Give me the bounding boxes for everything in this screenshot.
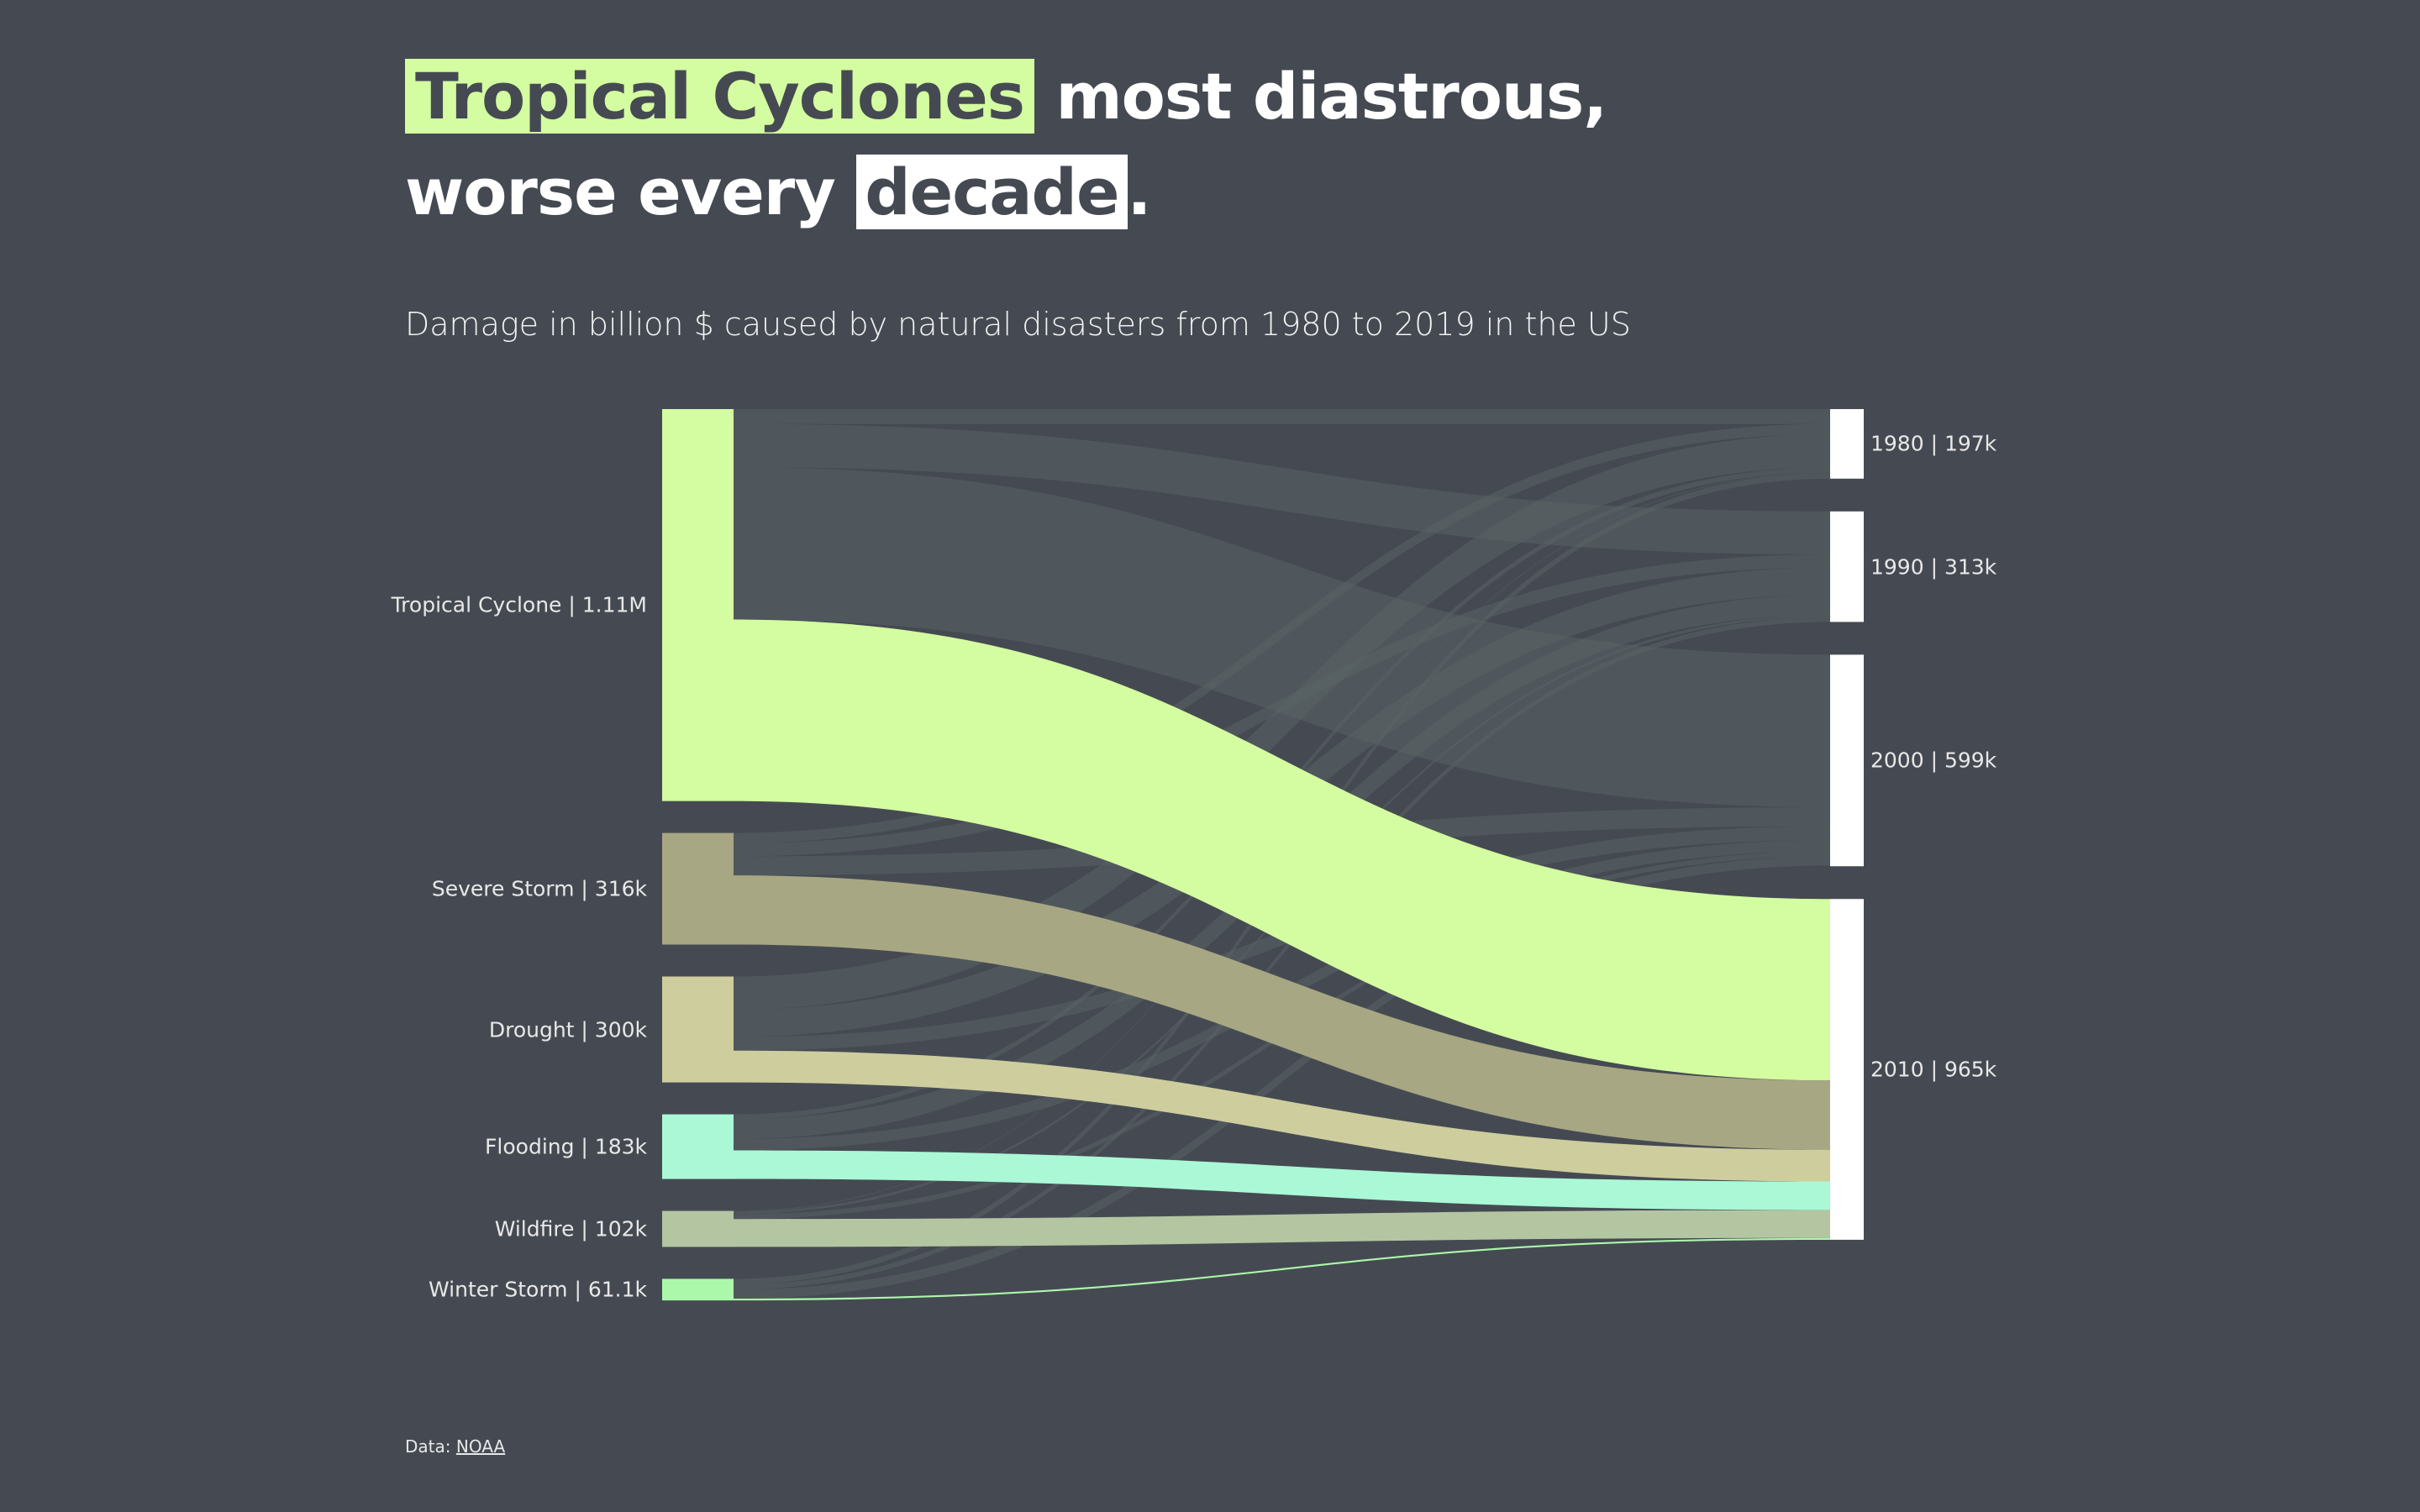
- chart-subtitle: Damage in billion $ caused by natural di…: [405, 306, 1631, 343]
- headline: Tropical Cyclones most diastrous, worse …: [405, 49, 1607, 240]
- link-flooding-to-2010: [734, 1150, 1830, 1210]
- label-decade-1990: 1990 | 313k: [1870, 554, 1997, 580]
- headline-text-worse-every: worse every: [405, 155, 857, 229]
- label-drought: Drought | 300k: [488, 1017, 647, 1042]
- node-decade-1980: [1830, 409, 1864, 479]
- node-drought: [662, 976, 734, 1083]
- node-severe-storm: [662, 832, 734, 945]
- link-severe-storm-to-1980: [734, 423, 1830, 843]
- label-tropical-cyclone: Tropical Cyclone | 1.11M: [391, 592, 647, 617]
- link-winter-storm-to-2010: [734, 1237, 1830, 1301]
- link-tropical-cyclone-to-1980: [734, 409, 1830, 424]
- link-drought-to-1980: [734, 433, 1830, 1011]
- link-winter-storm-to-2000: [734, 856, 1830, 1299]
- label-decade-2000: 2000 | 599k: [1870, 748, 1997, 773]
- node-tropical-cyclone: [662, 409, 734, 801]
- label-decade-2010: 2010 | 965k: [1870, 1057, 1997, 1082]
- data-source: Data: NOAA: [405, 1436, 505, 1457]
- label-wildfire: Wildfire | 102k: [494, 1216, 647, 1242]
- headline-highlight-tropical-cyclones: Tropical Cyclones: [405, 59, 1035, 134]
- node-decade-1990: [1830, 511, 1864, 622]
- headline-period: .: [1127, 155, 1152, 229]
- source-link-noaa[interactable]: NOAA: [455, 1436, 506, 1457]
- link-tropical-cyclone-to-2010: [734, 619, 1830, 1081]
- source-prefix: Data:: [405, 1436, 456, 1457]
- label-flooding: Flooding | 183k: [485, 1134, 647, 1159]
- link-wildfire-to-2010: [734, 1210, 1830, 1247]
- headline-highlight-decade: decade: [856, 155, 1128, 229]
- node-wildfire: [662, 1210, 734, 1247]
- headline-text-most-disastrous: most diastrous,: [1034, 59, 1607, 134]
- node-decade-2000: [1830, 654, 1864, 867]
- link-winter-storm-to-1990: [734, 617, 1830, 1290]
- headline-line-1: Tropical Cyclones most diastrous,: [405, 49, 1607, 144]
- highlighted-links-group: [734, 619, 1830, 1301]
- label-decade-1980: 1980 | 197k: [1870, 431, 1997, 456]
- node-decade-2010: [1830, 899, 1864, 1240]
- headline-line-2: worse every decade.: [405, 144, 1607, 240]
- label-winter-storm: Winter Storm | 61.1k: [429, 1277, 647, 1302]
- nodes-group: [662, 409, 1864, 1301]
- node-winter-storm: [662, 1278, 734, 1301]
- link-drought-to-2010: [734, 1050, 1830, 1182]
- label-severe-storm: Severe Storm | 316k: [431, 876, 647, 901]
- link-severe-storm-to-2010: [734, 875, 1830, 1150]
- node-flooding: [662, 1114, 734, 1179]
